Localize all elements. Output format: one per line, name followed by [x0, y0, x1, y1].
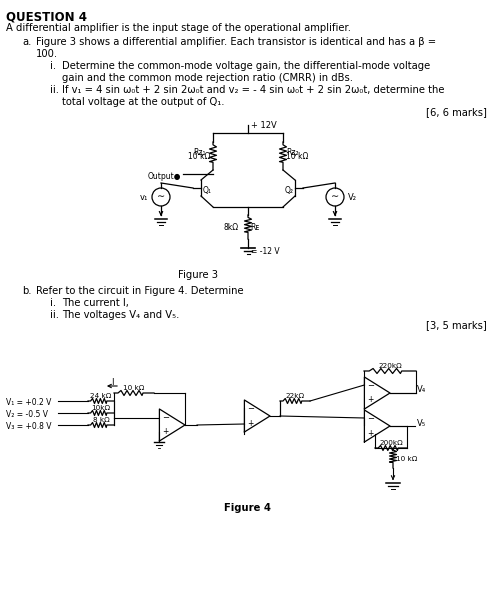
Text: 10 kΩ: 10 kΩ [188, 152, 210, 161]
Text: Rᴇ: Rᴇ [250, 223, 259, 232]
Text: +: + [367, 395, 374, 404]
Text: 8kΩ: 8kΩ [224, 223, 239, 232]
Text: 24 kΩ: 24 kΩ [90, 393, 112, 399]
Text: v₁: v₁ [140, 192, 148, 201]
Text: 220kΩ: 220kΩ [378, 363, 402, 369]
Text: V₂: V₂ [348, 192, 357, 201]
Text: V₂ = -0.5 V: V₂ = -0.5 V [6, 410, 48, 419]
Text: Determine the common-mode voltage gain, the differential-mode voltage: Determine the common-mode voltage gain, … [62, 61, 430, 71]
Text: a.: a. [22, 37, 31, 47]
Text: [3, 5 marks]: [3, 5 marks] [426, 320, 487, 330]
Text: + 12V: + 12V [251, 121, 277, 130]
Text: If v₁ = 4 sin ω₀t + 2 sin 2ω₀t and v₂ = - 4 sin ω₀t + 2 sin 2ω₀t, determine the: If v₁ = 4 sin ω₀t + 2 sin 2ω₀t and v₂ = … [62, 85, 444, 95]
Text: I: I [111, 378, 113, 387]
Text: V₁ = +0.2 V: V₁ = +0.2 V [6, 398, 51, 407]
Text: −: − [367, 382, 374, 391]
Text: 8 kΩ: 8 kΩ [92, 417, 109, 423]
Text: The voltages V₄ and V₅.: The voltages V₄ and V₅. [62, 310, 179, 320]
Text: Rⱬ₂: Rⱬ₂ [286, 148, 299, 157]
Text: Refer to the circuit in Figure 4. Determine: Refer to the circuit in Figure 4. Determ… [36, 286, 244, 296]
Text: Output●: Output● [148, 172, 181, 181]
Text: Figure 3 shows a differential amplifier. Each transistor is identical and has a : Figure 3 shows a differential amplifier.… [36, 37, 436, 47]
Text: 10 kΩ: 10 kΩ [123, 385, 145, 391]
Text: V₅: V₅ [417, 418, 426, 427]
Text: Rⱬ₁: Rⱬ₁ [193, 148, 205, 157]
Text: ∼: ∼ [157, 191, 165, 201]
Text: 10 kΩ: 10 kΩ [286, 152, 308, 161]
Text: ii.: ii. [50, 310, 59, 320]
Text: 10 kΩ: 10 kΩ [396, 456, 417, 462]
Text: gain and the common mode rejection ratio (CMRR) in dBs.: gain and the common mode rejection ratio… [62, 73, 353, 83]
Text: Q₂: Q₂ [285, 186, 294, 195]
Text: Figure 4: Figure 4 [225, 503, 271, 513]
Text: 100.: 100. [36, 49, 58, 59]
Text: ii.: ii. [50, 85, 59, 95]
Text: 22kΩ: 22kΩ [285, 393, 305, 399]
Text: +: + [163, 427, 169, 436]
Text: i.: i. [50, 298, 56, 308]
Text: V₃ = +0.8 V: V₃ = +0.8 V [6, 422, 52, 431]
Text: i.: i. [50, 61, 56, 71]
Text: = -12 V: = -12 V [251, 247, 280, 256]
Text: The current I,: The current I, [62, 298, 129, 308]
Text: [6, 6 marks]: [6, 6 marks] [426, 107, 487, 117]
Text: +: + [248, 418, 254, 427]
Text: b.: b. [22, 286, 31, 296]
Text: −: − [248, 404, 254, 413]
Text: ∼: ∼ [331, 191, 339, 201]
Text: 10kΩ: 10kΩ [91, 405, 110, 411]
Text: Q₁: Q₁ [203, 186, 212, 195]
Text: 200kΩ: 200kΩ [379, 440, 403, 446]
Text: total voltage at the output of Q₁.: total voltage at the output of Q₁. [62, 97, 225, 107]
Text: QUESTION 4: QUESTION 4 [6, 10, 87, 23]
Text: A differential amplifier is the input stage of the operational amplifier.: A differential amplifier is the input st… [6, 23, 351, 33]
Text: V₄: V₄ [417, 385, 426, 394]
Text: −: − [163, 413, 169, 423]
Text: Figure 3: Figure 3 [178, 270, 218, 280]
Text: −: − [367, 415, 374, 424]
Text: +: + [367, 429, 374, 438]
